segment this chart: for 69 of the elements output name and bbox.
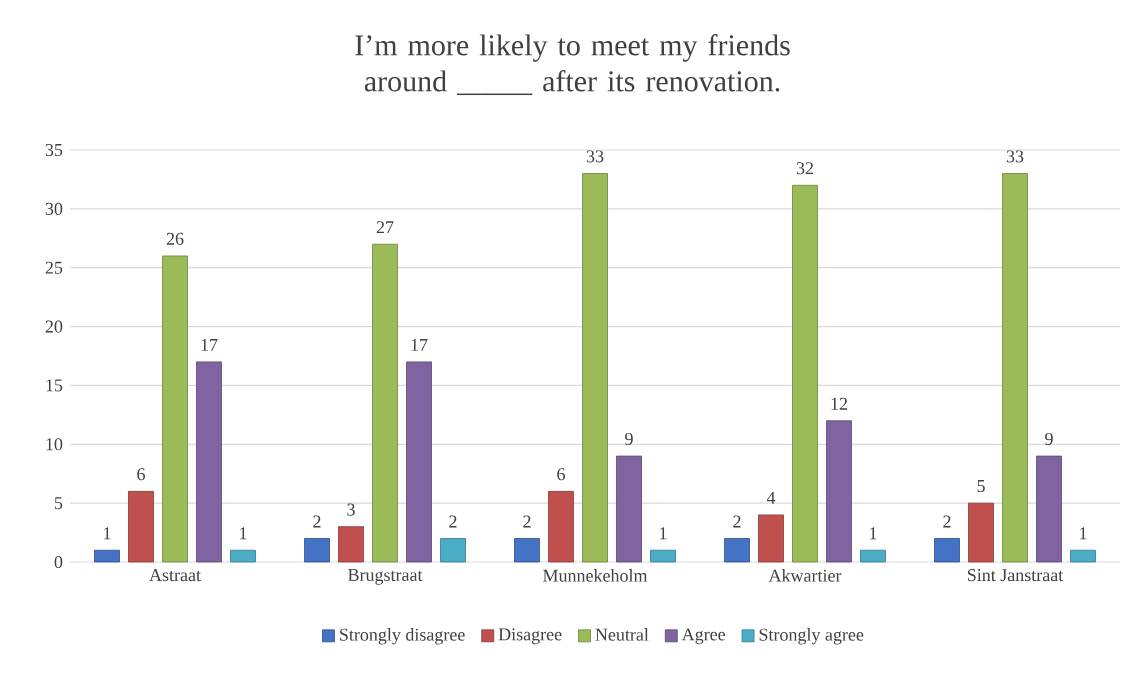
bar	[968, 502, 994, 563]
data-label: 1	[104, 527, 111, 540]
bar	[792, 184, 818, 563]
bar	[826, 420, 852, 563]
legend-label: Disagree	[498, 628, 562, 645]
data-label: 6	[557, 468, 565, 481]
bar	[860, 549, 886, 563]
data-label: 26	[166, 232, 184, 245]
data-label: 3	[347, 503, 355, 516]
bar	[304, 538, 330, 563]
data-label: 2	[449, 515, 457, 528]
y-tick-label: 5	[54, 497, 63, 510]
bar	[440, 538, 466, 563]
bar	[1036, 455, 1062, 563]
data-label: 17	[201, 338, 218, 351]
data-label: 2	[943, 515, 951, 528]
x-tick-label: Sint Janstraat	[967, 569, 1064, 582]
data-label: 12	[831, 397, 847, 410]
bar	[230, 549, 256, 563]
legend-label: Strongly agree	[759, 628, 864, 645]
data-label: 2	[733, 515, 741, 528]
data-label: 2	[523, 515, 531, 528]
bar	[94, 549, 120, 563]
legend-label: Neutral	[595, 628, 649, 641]
y-tick-label: 10	[46, 438, 63, 451]
data-label: 6	[137, 468, 145, 481]
data-label: 27	[376, 221, 394, 234]
y-tick-label: 15	[46, 379, 63, 392]
x-tick-label: Brugstraat	[348, 569, 423, 585]
bar	[724, 538, 750, 563]
y-tick-label: 20	[45, 320, 63, 333]
x-tick-label: Munnekeholm	[543, 569, 648, 582]
bar	[1070, 549, 1096, 563]
bar	[196, 361, 222, 563]
bar	[582, 173, 608, 563]
bar	[934, 538, 960, 563]
x-tick-label: Astraat	[149, 569, 201, 582]
data-label: 17	[411, 338, 428, 351]
bar	[758, 514, 784, 563]
data-label: 1	[1080, 527, 1087, 540]
y-tick-label: 0	[54, 555, 63, 569]
bar	[616, 455, 642, 563]
chart-title: I’m more likely to meet my friends around _____ after its renovation.	[355, 34, 790, 96]
legend-label: Strongly disagree	[340, 628, 465, 645]
data-label: 9	[625, 432, 633, 445]
bar	[372, 243, 398, 563]
x-tick-label: Akwartier	[768, 569, 842, 582]
y-tick-label: 35	[45, 143, 63, 157]
legend-label: Agree	[681, 628, 726, 645]
data-label: 33	[586, 150, 604, 163]
bar	[650, 549, 676, 563]
data-label: 1	[240, 527, 247, 540]
bar	[514, 538, 540, 563]
data-label: 4	[766, 491, 776, 504]
data-label: 2	[313, 515, 321, 528]
bar	[128, 490, 154, 563]
data-label: 1	[660, 527, 667, 540]
data-label: 32	[796, 162, 813, 175]
bar	[548, 490, 574, 563]
data-label: 33	[1006, 150, 1024, 163]
bar	[338, 526, 364, 563]
bar	[406, 361, 432, 563]
y-tick-label: 25	[45, 261, 63, 274]
bar	[1002, 173, 1028, 563]
y-tick-label: 30	[45, 202, 63, 215]
data-label: 1	[870, 527, 877, 540]
data-label: 5	[977, 480, 985, 493]
data-label: 9	[1045, 432, 1053, 445]
bar	[162, 255, 188, 563]
